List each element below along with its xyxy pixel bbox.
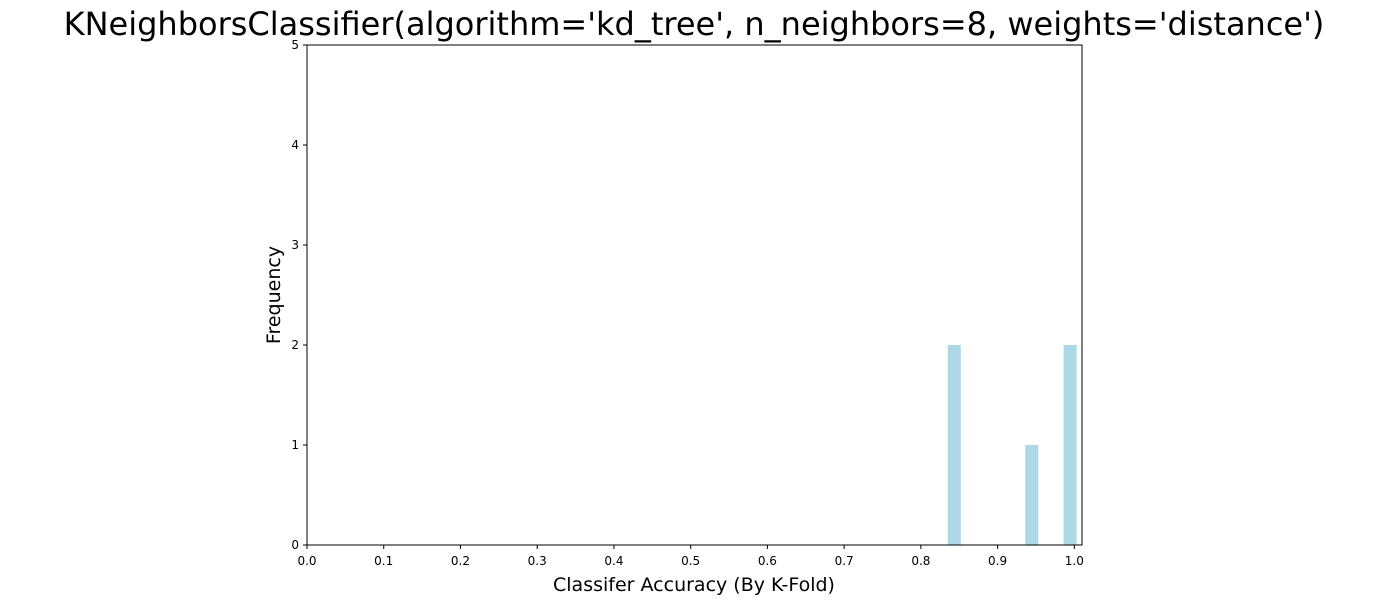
plot-frame bbox=[306, 44, 1083, 546]
y-tick-label: 0 bbox=[291, 538, 299, 552]
x-tick-label: 0.6 bbox=[758, 554, 777, 568]
y-tick-label: 5 bbox=[291, 38, 299, 52]
x-axis-ticks: 0.0 0.1 0.2 0.3 0.4 0.5 0.6 0.7 0.8 0.9 1.0 bbox=[297, 545, 1084, 568]
x-tick-label: 0.3 bbox=[528, 554, 547, 568]
x-tick-label: 0.1 bbox=[374, 554, 393, 568]
y-axis-label: Frequency bbox=[263, 246, 285, 344]
y-tick-label: 3 bbox=[291, 238, 299, 252]
y-tick-label: 2 bbox=[291, 338, 299, 352]
x-axis-label: Classifer Accuracy (By K-Fold) bbox=[553, 574, 835, 596]
x-tick-label: 0.7 bbox=[835, 554, 854, 568]
histogram-bar-0 bbox=[947, 345, 961, 545]
chart-title: KNeighborsClassifier(algorithm='kd_tree'… bbox=[64, 5, 1325, 43]
bars-group bbox=[947, 345, 1077, 545]
x-tick-label: 0.4 bbox=[604, 554, 623, 568]
y-tick-label: 1 bbox=[291, 438, 299, 452]
histogram-bar-1 bbox=[1025, 445, 1039, 545]
histogram-bar-2 bbox=[1063, 345, 1077, 545]
x-tick-label: 0.8 bbox=[911, 554, 930, 568]
y-tick-label: 4 bbox=[291, 138, 299, 152]
x-tick-label: 0.2 bbox=[451, 554, 470, 568]
x-tick-label: 0.9 bbox=[988, 554, 1007, 568]
x-tick-label: 0.5 bbox=[681, 554, 700, 568]
y-axis-ticks: 0 1 2 3 4 5 bbox=[291, 38, 307, 552]
x-tick-label: 1.0 bbox=[1065, 554, 1084, 568]
x-tick-label: 0.0 bbox=[297, 554, 316, 568]
